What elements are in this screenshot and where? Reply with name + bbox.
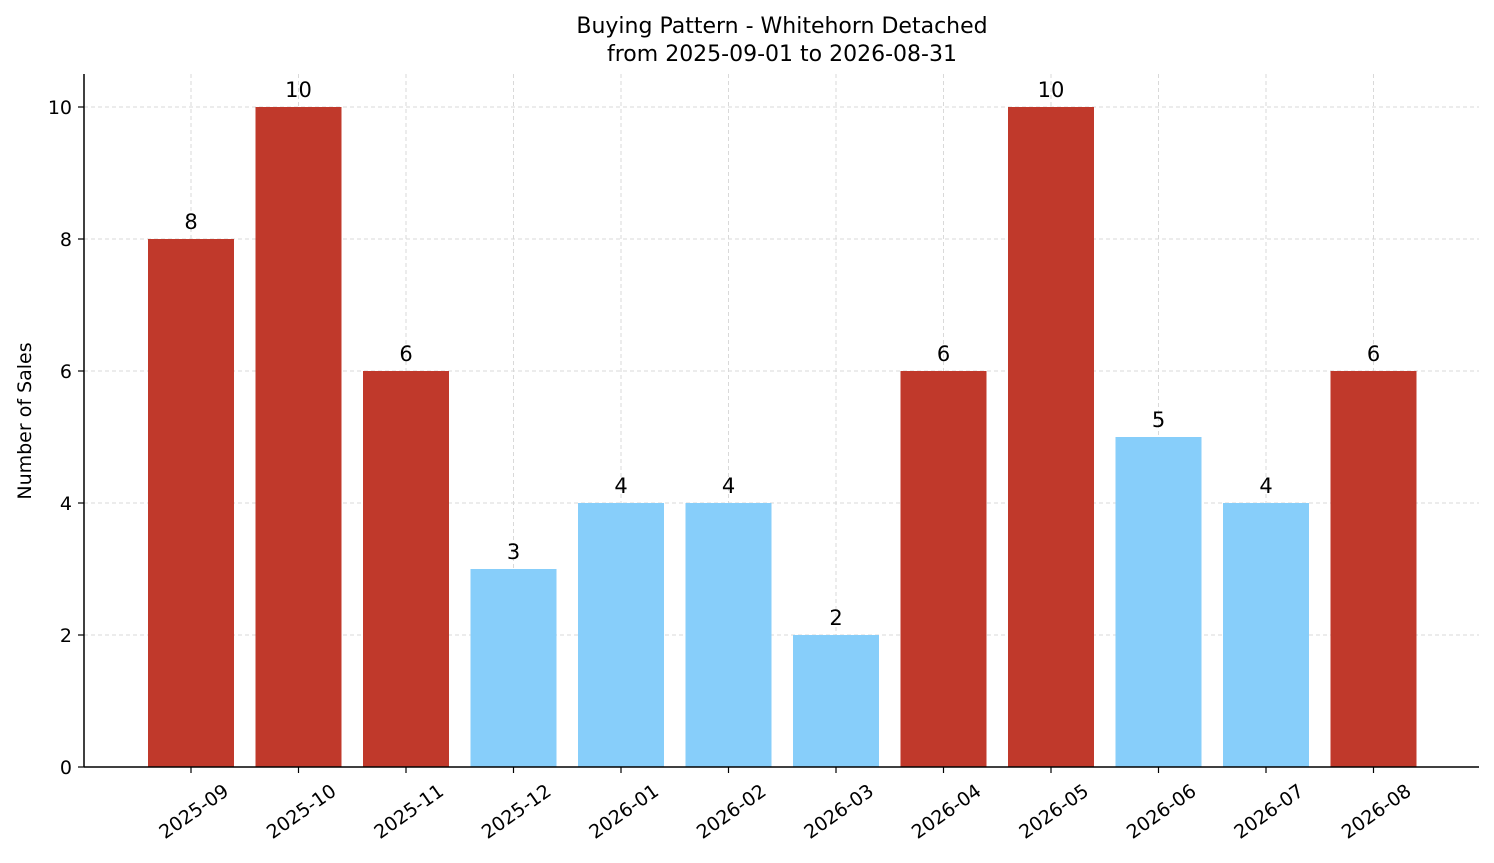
chart-subtitle: from 2025-09-01 to 2026-08-31 <box>607 42 957 67</box>
bar-2026-07 <box>1223 503 1309 767</box>
x-tick-label-2026-04: 2026-04 <box>908 780 986 844</box>
x-tick-label-2025-09: 2025-09 <box>155 780 233 844</box>
value-label-2025-09: 8 <box>184 210 197 234</box>
y-tick-label: 6 <box>60 361 72 383</box>
x-tick-label-2025-11: 2025-11 <box>370 780 448 844</box>
chart-title: Buying Pattern - Whitehorn Detached <box>576 14 987 39</box>
bar-2025-09 <box>148 239 234 767</box>
value-label-2026-01: 4 <box>614 474 627 498</box>
value-label-2026-03: 2 <box>829 606 842 630</box>
value-labels-layer: 8 10 6 3 4 4 2 6 10 5 4 6 <box>184 78 1380 630</box>
y-axis-label: Number of Sales <box>14 342 36 499</box>
bar-2026-03 <box>793 635 879 767</box>
bar-2025-11 <box>363 371 449 767</box>
value-label-2026-02: 4 <box>722 474 735 498</box>
x-tick-label-2025-10: 2025-10 <box>263 780 341 844</box>
y-tick-label: 2 <box>60 625 72 647</box>
bar-2026-06 <box>1115 437 1202 767</box>
x-tick-label-2026-03: 2026-03 <box>800 780 878 844</box>
x-tick-label-2026-08: 2026-08 <box>1338 780 1416 844</box>
x-tick-label-2026-07: 2026-07 <box>1230 780 1308 844</box>
value-label-2025-11: 6 <box>399 342 412 366</box>
bars-layer <box>148 107 1417 767</box>
x-tick-label-2026-06: 2026-06 <box>1123 780 1201 844</box>
x-tick-label-2026-02: 2026-02 <box>693 780 771 844</box>
y-tick-label: 4 <box>60 493 72 515</box>
value-label-2026-06: 5 <box>1152 408 1165 432</box>
x-tick-label-2026-01: 2026-01 <box>585 780 663 844</box>
value-label-2026-08: 6 <box>1367 342 1380 366</box>
y-tick-label: 0 <box>60 757 72 779</box>
value-label-2026-04: 6 <box>937 342 950 366</box>
y-tick-label: 8 <box>60 229 72 251</box>
value-label-2026-05: 10 <box>1038 78 1065 102</box>
y-tick-label: 10 <box>48 97 72 119</box>
value-label-2026-07: 4 <box>1259 474 1272 498</box>
bar-2025-12 <box>470 569 557 767</box>
x-tick-label-2026-05: 2026-05 <box>1015 780 1093 844</box>
bar-2026-08 <box>1330 371 1417 767</box>
bar-2026-04 <box>900 371 987 767</box>
x-tick-label-2025-12: 2025-12 <box>478 780 556 844</box>
bar-2026-01 <box>578 503 664 767</box>
bar-2026-02 <box>685 503 772 767</box>
value-label-2025-10: 10 <box>285 78 312 102</box>
bar-2025-10 <box>255 107 342 767</box>
bar-2026-05 <box>1008 107 1094 767</box>
axes-layer <box>83 74 1479 768</box>
value-label-2025-12: 3 <box>507 540 520 564</box>
